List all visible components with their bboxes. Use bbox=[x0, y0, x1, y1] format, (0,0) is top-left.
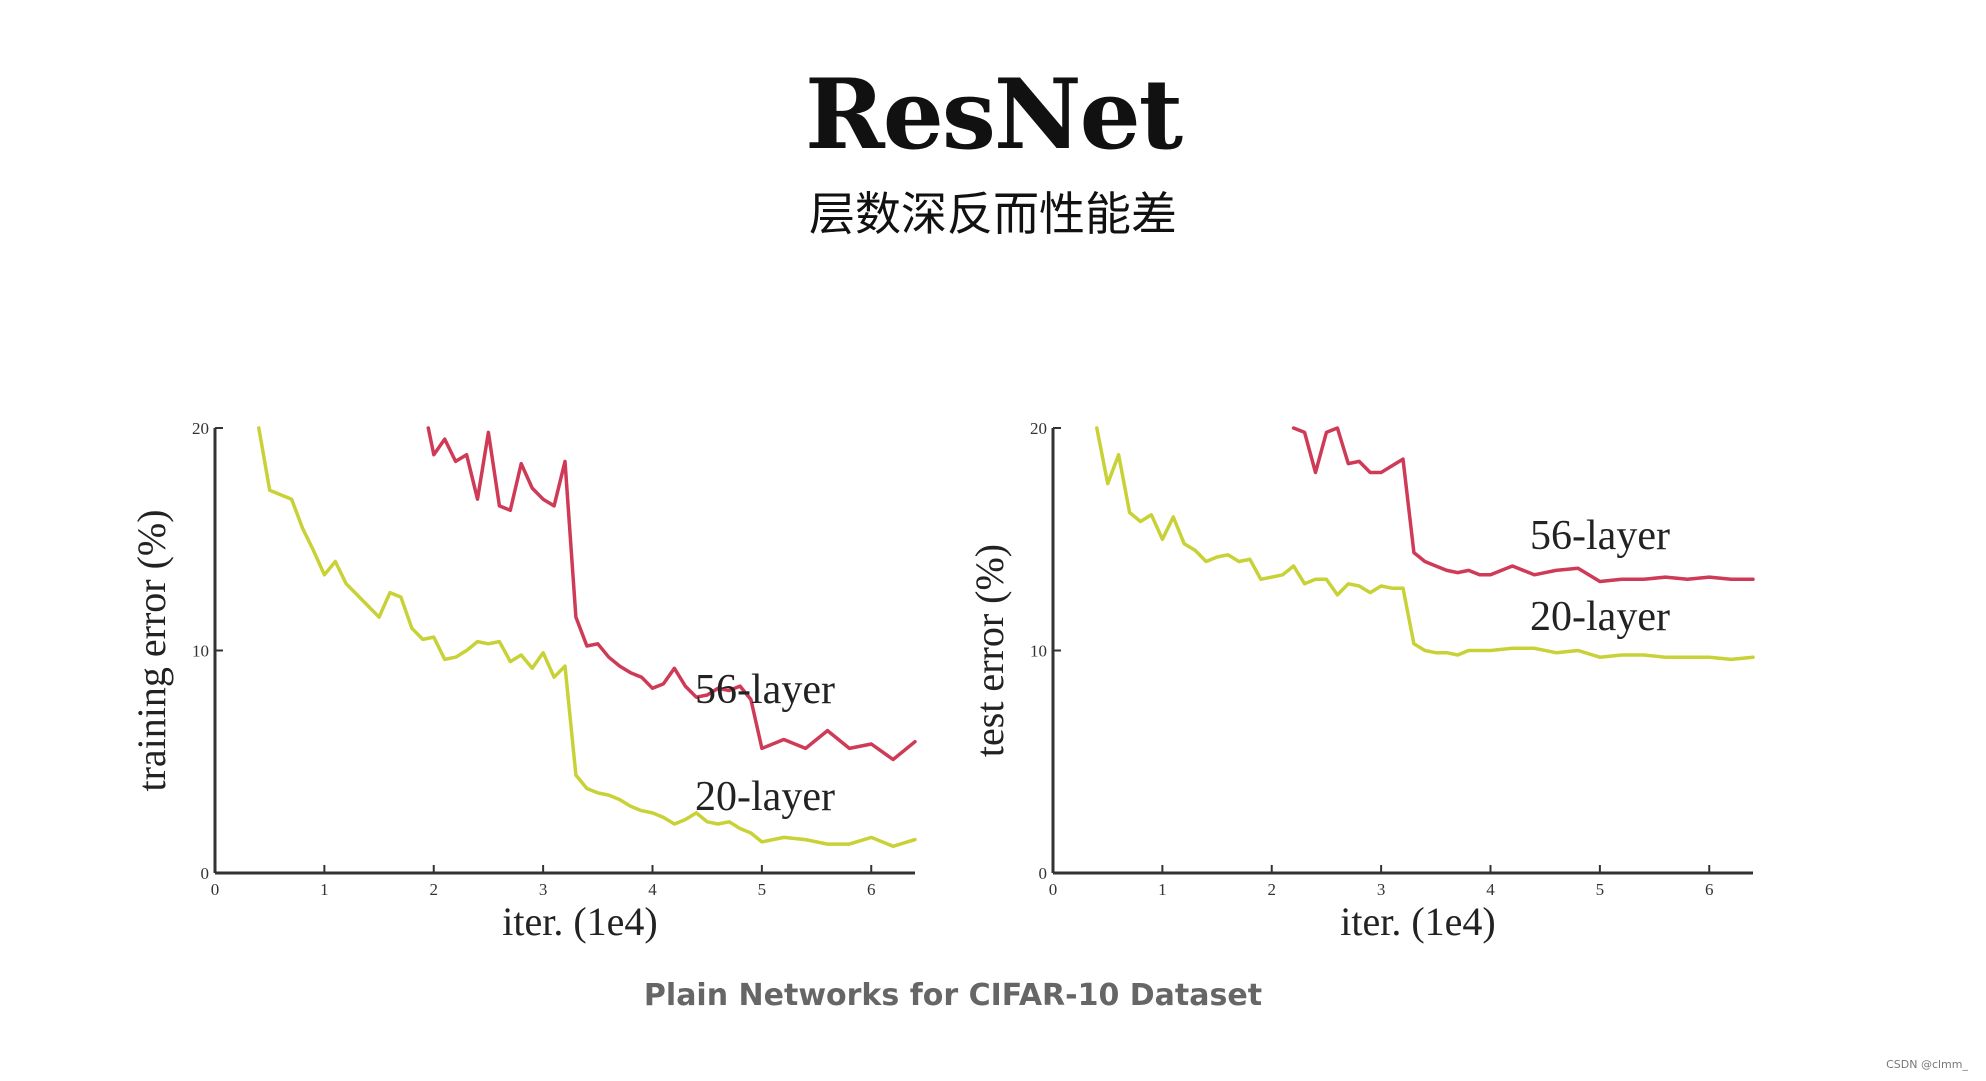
x-tick-label: 1 bbox=[1158, 880, 1167, 899]
x-tick-label: 4 bbox=[1486, 880, 1495, 899]
x-tick-label: 3 bbox=[1377, 880, 1386, 899]
y-tick-label: 0 bbox=[1039, 864, 1048, 883]
y-axis-title: training error (%) bbox=[129, 509, 174, 791]
x-tick-label: 0 bbox=[1049, 880, 1058, 899]
training-error-chart: 0 10 20 0 1 2 3 4 5 6 iter. (1e4) training error (%… bbox=[129, 419, 917, 944]
watermark: CSDN @clmm_ bbox=[1886, 1058, 1968, 1071]
x-tick-label: 5 bbox=[1596, 880, 1605, 899]
page-title: ResNet bbox=[804, 58, 1183, 171]
series-label-56-layer: 56-layer bbox=[1530, 513, 1670, 559]
y-tick-label: 20 bbox=[1030, 419, 1047, 438]
series-line-56-layer bbox=[1291, 426, 1755, 584]
test-error-chart: 0 10 20 0 1 2 3 4 5 6 iter. (1e4) test error (%) 56-… bbox=[967, 419, 1755, 944]
series-label-20-layer: 20-layer bbox=[1530, 594, 1670, 640]
series-label-20-layer: 20-layer bbox=[695, 774, 835, 820]
y-tick-label: 10 bbox=[1030, 642, 1047, 661]
x-tick-label: 6 bbox=[867, 880, 876, 899]
x-tick-label: 1 bbox=[320, 880, 329, 899]
x-tick-label: 6 bbox=[1705, 880, 1714, 899]
series-line-20-layer bbox=[1095, 426, 1755, 662]
x-tick-label: 4 bbox=[648, 880, 657, 899]
y-axis-title: test error (%) bbox=[967, 544, 1012, 757]
y-tick-label: 0 bbox=[201, 864, 210, 883]
x-axis-title: iter. (1e4) bbox=[502, 899, 658, 944]
figure-caption: Plain Networks for CIFAR-10 Dataset bbox=[643, 978, 1263, 1013]
series-line-20-layer bbox=[257, 426, 917, 849]
page-subtitle: 层数深反而性能差 bbox=[809, 187, 1177, 241]
x-tick-label: 0 bbox=[211, 880, 220, 899]
y-tick-label: 10 bbox=[192, 642, 209, 661]
x-tick-label: 3 bbox=[539, 880, 548, 899]
x-tick-label: 5 bbox=[758, 880, 767, 899]
y-tick-label: 20 bbox=[192, 419, 209, 438]
x-tick-label: 2 bbox=[1268, 880, 1277, 899]
x-axis-title: iter. (1e4) bbox=[1340, 899, 1496, 944]
series-label-56-layer: 56-layer bbox=[695, 667, 835, 713]
x-tick-label: 2 bbox=[430, 880, 439, 899]
series-line-56-layer bbox=[426, 426, 917, 762]
